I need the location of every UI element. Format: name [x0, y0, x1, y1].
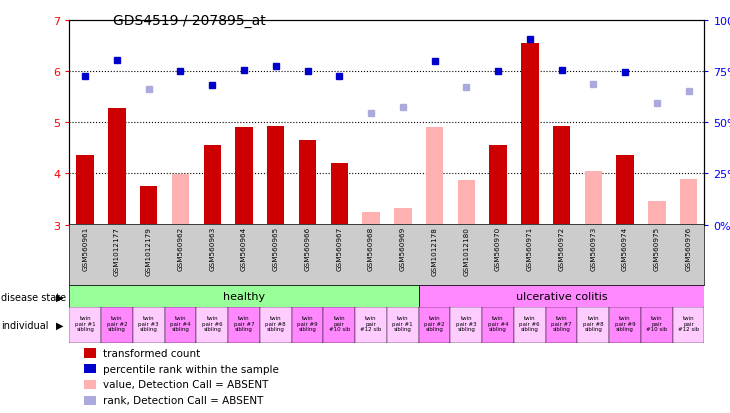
Bar	[133, 308, 164, 343]
Bar	[172, 175, 189, 225]
Bar	[394, 209, 412, 225]
Bar	[616, 156, 634, 225]
Text: healthy: healthy	[223, 292, 265, 302]
Bar	[450, 308, 482, 343]
Bar	[267, 127, 285, 225]
Bar	[235, 128, 253, 225]
Bar	[299, 141, 316, 225]
Bar	[648, 201, 666, 225]
Text: ▶: ▶	[56, 292, 64, 302]
Bar	[672, 308, 704, 343]
Text: twin
pair #3
sibling: twin pair #3 sibling	[456, 316, 477, 331]
Text: twin
pair #6
sibling: twin pair #6 sibling	[202, 316, 223, 331]
Bar	[323, 308, 355, 343]
Text: GSM1012179: GSM1012179	[146, 226, 152, 275]
Text: GSM1012180: GSM1012180	[464, 226, 469, 275]
Bar	[108, 109, 126, 225]
Text: twin
pair #7
sibling: twin pair #7 sibling	[234, 316, 254, 331]
Text: individual: individual	[1, 320, 48, 330]
Bar	[426, 128, 443, 225]
Bar	[577, 308, 609, 343]
Text: GSM560970: GSM560970	[495, 226, 501, 271]
Bar	[482, 308, 514, 343]
Bar	[585, 171, 602, 225]
Bar	[77, 156, 94, 225]
Text: twin
pair #1
sibling: twin pair #1 sibling	[393, 316, 413, 331]
Text: GSM560969: GSM560969	[400, 226, 406, 271]
Text: twin
pair #9
sibling: twin pair #9 sibling	[615, 316, 635, 331]
Text: GSM560963: GSM560963	[210, 226, 215, 271]
Text: twin
pair
#10 sib: twin pair #10 sib	[646, 316, 667, 331]
Bar	[355, 308, 387, 343]
Text: twin
pair #7
sibling: twin pair #7 sibling	[551, 316, 572, 331]
Text: twin
pair
#12 sib: twin pair #12 sib	[361, 316, 382, 331]
Text: GSM560971: GSM560971	[527, 226, 533, 271]
Bar	[419, 286, 704, 308]
Text: disease state: disease state	[1, 292, 66, 302]
Text: GSM560961: GSM560961	[82, 226, 88, 271]
Text: ▶: ▶	[56, 320, 64, 330]
Bar	[458, 180, 475, 225]
Text: rank, Detection Call = ABSENT: rank, Detection Call = ABSENT	[103, 395, 264, 405]
Text: GSM560964: GSM560964	[241, 226, 247, 271]
Text: twin
pair #8
sibling: twin pair #8 sibling	[583, 316, 604, 331]
Text: GSM560965: GSM560965	[273, 226, 279, 271]
Text: twin
pair
#10 sib: twin pair #10 sib	[328, 316, 350, 331]
Text: GSM560967: GSM560967	[337, 226, 342, 271]
Bar	[204, 146, 221, 225]
Text: GSM560976: GSM560976	[685, 226, 691, 271]
Text: twin
pair #1
sibling: twin pair #1 sibling	[75, 316, 96, 331]
Bar	[69, 286, 419, 308]
Text: twin
pair #6
sibling: twin pair #6 sibling	[520, 316, 540, 331]
Text: twin
pair #3
sibling: twin pair #3 sibling	[139, 316, 159, 331]
Bar	[680, 179, 697, 225]
Text: twin
pair #4
sibling: twin pair #4 sibling	[488, 316, 508, 331]
Bar	[545, 308, 577, 343]
Text: GSM560968: GSM560968	[368, 226, 374, 271]
Text: GSM1012178: GSM1012178	[431, 226, 437, 275]
Text: twin
pair #2
sibling: twin pair #2 sibling	[424, 316, 445, 331]
Bar	[140, 187, 158, 225]
Text: GSM560975: GSM560975	[654, 226, 660, 271]
Text: transformed count: transformed count	[103, 348, 200, 358]
Bar	[609, 308, 641, 343]
Text: twin
pair #2
sibling: twin pair #2 sibling	[107, 316, 127, 331]
Bar	[641, 308, 672, 343]
Bar	[553, 127, 570, 225]
Text: twin
pair
#12 sib: twin pair #12 sib	[678, 316, 699, 331]
Bar	[362, 212, 380, 225]
Bar	[164, 308, 196, 343]
Bar	[514, 308, 545, 343]
Text: GDS4519 / 207895_at: GDS4519 / 207895_at	[113, 14, 266, 28]
Bar	[196, 308, 228, 343]
Bar	[419, 308, 450, 343]
Text: percentile rank within the sample: percentile rank within the sample	[103, 364, 279, 374]
Bar	[260, 308, 291, 343]
Text: GSM560962: GSM560962	[177, 226, 183, 271]
Bar	[521, 44, 539, 225]
Text: value, Detection Call = ABSENT: value, Detection Call = ABSENT	[103, 380, 269, 389]
Bar	[489, 146, 507, 225]
Text: GSM560966: GSM560966	[304, 226, 310, 271]
Text: GSM560972: GSM560972	[558, 226, 564, 271]
Text: GSM560974: GSM560974	[622, 226, 628, 271]
Bar	[291, 308, 323, 343]
Text: twin
pair #9
sibling: twin pair #9 sibling	[297, 316, 318, 331]
Text: twin
pair #8
sibling: twin pair #8 sibling	[266, 316, 286, 331]
Bar	[331, 164, 348, 225]
Text: twin
pair #4
sibling: twin pair #4 sibling	[170, 316, 191, 331]
Text: GSM1012177: GSM1012177	[114, 226, 120, 275]
Bar	[69, 308, 101, 343]
Bar	[228, 308, 260, 343]
Text: ulcerative colitis: ulcerative colitis	[515, 292, 607, 302]
Text: GSM560973: GSM560973	[591, 226, 596, 271]
Bar	[387, 308, 419, 343]
Bar	[101, 308, 133, 343]
